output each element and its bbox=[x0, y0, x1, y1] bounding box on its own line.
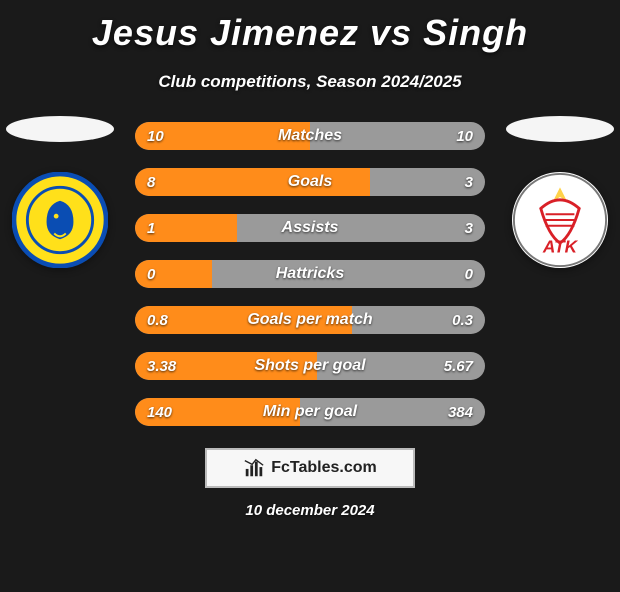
stat-bar: 00Hattricks bbox=[135, 260, 485, 288]
player-right-column: ATK bbox=[500, 116, 620, 268]
stat-label: Assists bbox=[135, 214, 485, 242]
generation-date: 10 december 2024 bbox=[0, 502, 620, 519]
club-badge-right: ATK bbox=[512, 172, 608, 268]
stat-bar: 13Assists bbox=[135, 214, 485, 242]
comparison-body: ATK 1010Matches 83Goals 13Assists 00Hattric… bbox=[0, 122, 620, 426]
player-right-placeholder bbox=[506, 116, 614, 142]
stat-bar: 0.80.3Goals per match bbox=[135, 306, 485, 334]
stat-bar: 83Goals bbox=[135, 168, 485, 196]
player-left-placeholder bbox=[6, 116, 114, 142]
comparison-subtitle: Club competitions, Season 2024/2025 bbox=[0, 72, 620, 92]
stat-label: Goals per match bbox=[135, 306, 485, 334]
brand-text: FcTables.com bbox=[271, 459, 377, 477]
stat-label: Goals bbox=[135, 168, 485, 196]
svg-text:ATK: ATK bbox=[542, 237, 579, 257]
stat-label: Shots per goal bbox=[135, 352, 485, 380]
stat-label: Matches bbox=[135, 122, 485, 150]
stat-bar: 3.385.67Shots per goal bbox=[135, 352, 485, 380]
club-badge-left bbox=[12, 172, 108, 268]
chart-icon bbox=[243, 457, 265, 479]
stat-bar: 140384Min per goal bbox=[135, 398, 485, 426]
stat-bar: 1010Matches bbox=[135, 122, 485, 150]
player-left-column bbox=[0, 116, 120, 268]
stat-label: Hattricks bbox=[135, 260, 485, 288]
brand-badge: FcTables.com bbox=[205, 448, 415, 488]
stat-label: Min per goal bbox=[135, 398, 485, 426]
stat-bars: 1010Matches 83Goals 13Assists 00Hattricks 0.… bbox=[135, 122, 485, 426]
comparison-title: Jesus Jimenez vs Singh bbox=[0, 12, 620, 54]
